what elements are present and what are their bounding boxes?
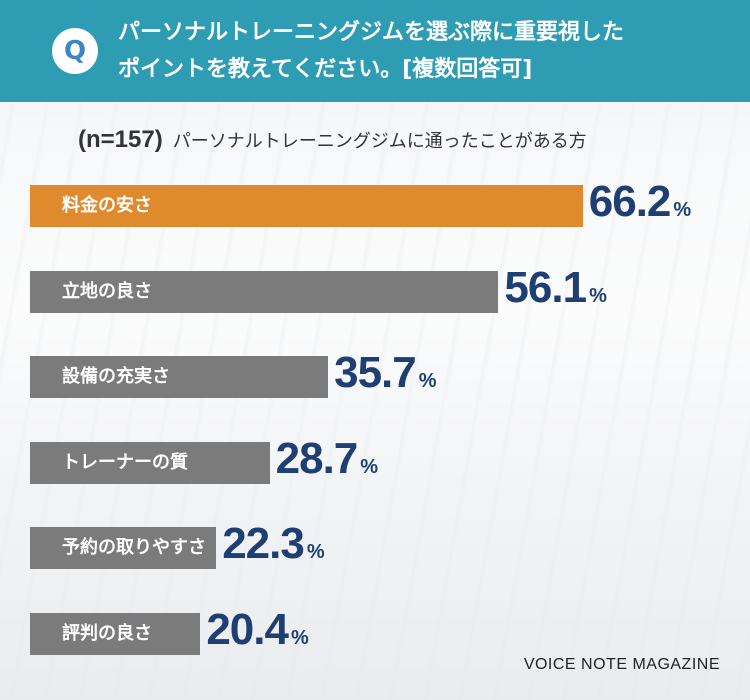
bar-value-label: 56.1% xyxy=(504,263,606,317)
question-title: パーソナルトレーニングジムを選ぶ際に重要視した ポイントを教えてください。[複数… xyxy=(118,14,728,88)
bar xyxy=(30,442,270,484)
bar xyxy=(30,185,583,227)
question-title-line2: ポイントを教えてください。[複数回答可] xyxy=(118,57,533,82)
brand-label: VOICE NOTE MAGAZINE xyxy=(523,656,720,673)
bar xyxy=(30,271,499,313)
bar-value-number: 66.2 xyxy=(588,177,672,226)
bar-label: トレーナーの質 xyxy=(62,452,188,473)
bar-value-number: 35.7 xyxy=(334,348,417,397)
bar-value-unit: % xyxy=(360,456,379,478)
bar xyxy=(30,356,329,398)
question-title-line1: パーソナルトレーニングジムを選ぶ際に重要視した xyxy=(118,20,625,45)
bar-value-label: 35.7% xyxy=(334,348,436,402)
bar-label: 評判の良さ xyxy=(62,623,152,644)
bar-value-unit: % xyxy=(673,199,692,221)
bar-value-unit: % xyxy=(418,370,437,392)
bar-value-unit: % xyxy=(589,285,607,307)
q-badge-icon: Q xyxy=(52,28,98,74)
bar-value-number: 28.7 xyxy=(275,434,359,483)
respondent-subtitle: (n=157) パーソナルトレーニングジムに通ったことがある方 xyxy=(78,126,587,158)
bar-label: 予約の取りやすさ xyxy=(62,537,206,558)
question-header: Q パーソナルトレーニングジムを選ぶ際に重要視した ポイントを教えてください。[… xyxy=(0,0,750,102)
bar-value-label: 28.7% xyxy=(276,434,378,488)
bar-value-number: 22.3 xyxy=(222,519,305,568)
bar-value-label: 22.3% xyxy=(222,519,324,573)
bar-value-label: 20.4% xyxy=(206,605,308,659)
bar-value-number: 56.1 xyxy=(504,263,587,312)
bar-value-unit: % xyxy=(290,627,309,649)
bar-value-label: 66.2% xyxy=(589,177,691,231)
bar-label: 立地の良さ xyxy=(62,281,152,302)
bar-value-unit: % xyxy=(306,541,325,563)
sample-size: (n=157) xyxy=(78,126,163,153)
bar-value-number: 20.4 xyxy=(206,605,289,654)
bar-label: 料金の安さ xyxy=(62,195,152,216)
bar xyxy=(30,527,217,569)
bar-label: 設備の充実さ xyxy=(62,366,170,387)
bar xyxy=(30,613,201,655)
q-badge-letter: Q xyxy=(63,36,87,66)
respondent-description: パーソナルトレーニングジムに通ったことがある方 xyxy=(172,131,587,152)
